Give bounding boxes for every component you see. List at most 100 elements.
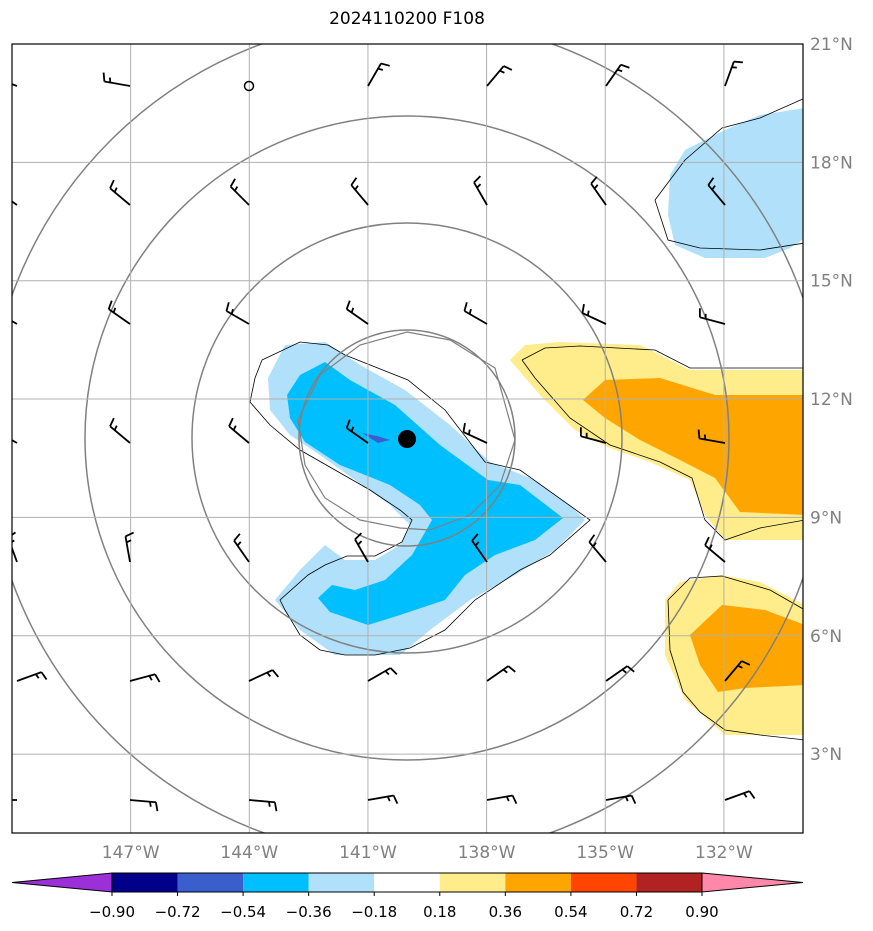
wind-barb — [463, 302, 488, 325]
wind-barb — [229, 178, 250, 206]
wind-barb — [367, 794, 399, 805]
colorbar-segment — [570, 873, 637, 892]
colorbar-segment — [243, 873, 309, 892]
colorbar-tick-label: −0.72 — [155, 903, 201, 921]
colorbar-tick-label: 0.36 — [489, 903, 522, 921]
contour-negative-outline — [249, 341, 591, 656]
wind-barb — [16, 671, 48, 682]
colorbar-tick-label: 0.72 — [620, 903, 653, 921]
wind-barb — [588, 534, 607, 563]
wind-barb — [605, 665, 635, 682]
colorbar-segment — [505, 873, 571, 892]
lat-tick-label: 21°N — [810, 35, 853, 55]
wind-barb — [579, 427, 607, 444]
calm-wind-circle — [243, 80, 255, 92]
wind-barb — [697, 429, 726, 444]
range-ring-middle — [191, 222, 623, 654]
wind-barb — [350, 177, 369, 206]
colorbar-segment — [636, 873, 702, 892]
wind-barb — [724, 60, 743, 87]
storm-center-marker — [398, 430, 416, 448]
wind-barb — [345, 300, 369, 325]
wind-barb — [581, 303, 607, 325]
colorbar-tick-label: 0.54 — [554, 903, 587, 921]
wind-barb — [109, 417, 131, 444]
colorbar-extend-min — [11, 872, 113, 893]
map-title: 2024110200 F108 — [329, 9, 485, 29]
negative-anomaly-medium — [287, 362, 563, 625]
thin-contours — [249, 98, 803, 741]
colorbar: −0.90 −0.72 −0.54 −0.36 −0.18 0.18 0.36 0.54 0.7… — [11, 872, 804, 921]
lon-tick-label: 141°W — [339, 843, 397, 863]
wind-barb — [704, 536, 726, 563]
contour-northeast-cyan — [654, 98, 803, 251]
map-area — [12, 44, 803, 833]
wind-barb — [486, 65, 513, 87]
colorbar-segment — [308, 873, 375, 892]
colorbar-frame — [111, 872, 703, 893]
wind-barb — [109, 179, 131, 206]
colorbar-tick-label: −0.90 — [89, 903, 135, 921]
colorbar-tick-label: −0.18 — [351, 903, 397, 921]
graticule — [12, 44, 803, 833]
lon-tick-label: 138°W — [458, 843, 516, 863]
colorbar-segment — [439, 873, 506, 892]
wind-barb — [228, 417, 250, 444]
map-frame — [11, 43, 804, 834]
lat-tick-label: 6°N — [810, 627, 842, 647]
wind-barb — [12, 799, 17, 801]
wind-barb — [462, 422, 488, 444]
contour-positive-east — [521, 345, 803, 541]
lon-tick-label: 144°W — [220, 843, 278, 863]
colorbar-segment — [112, 873, 178, 892]
wind-barb — [367, 62, 390, 87]
contour-positive-southeast — [667, 575, 803, 741]
colorbar-tick-label: 0.90 — [685, 903, 718, 921]
wind-barb — [102, 72, 131, 87]
wind-barb — [724, 790, 756, 801]
wind-barb — [248, 669, 280, 682]
lon-tick-label: 135°W — [576, 843, 634, 863]
wind-barb — [12, 200, 18, 206]
wind-barb — [486, 794, 518, 805]
wind-barb — [707, 177, 726, 206]
lat-tick-label: 3°N — [810, 745, 842, 765]
lat-tick-label: 18°N — [810, 153, 853, 173]
colorbar-tick-label: −0.36 — [286, 903, 332, 921]
range-ring-outer — [84, 115, 730, 761]
lat-tick-label: 15°N — [810, 272, 853, 292]
wind-barb — [12, 439, 18, 444]
colorbar-extend-max — [701, 872, 804, 893]
wind-barb — [248, 799, 278, 812]
lat-tick-label: 9°N — [810, 508, 842, 528]
wind-barb — [471, 533, 488, 563]
colorbar-tick-label: 0.18 — [423, 903, 456, 921]
wind-barb — [473, 175, 488, 206]
latitude-labels: 3°N 6°N 9°N 12°N 15°N 18°N 21°N — [810, 35, 853, 765]
positive-anomaly-orange-east — [583, 378, 803, 515]
inner-ring-distortion — [297, 331, 516, 531]
wind-barb — [367, 667, 398, 682]
colorbar-segment — [177, 873, 244, 892]
wind-barb — [605, 794, 637, 805]
wind-barb — [124, 531, 135, 563]
wind-barb — [605, 63, 630, 87]
lat-tick-label: 12°N — [810, 390, 853, 410]
colorbar-tick-label: −0.54 — [220, 903, 266, 921]
wind-barb — [12, 320, 18, 325]
wind-barb — [129, 799, 159, 812]
wind-barb — [698, 308, 726, 325]
longitude-labels: 147°W 144°W 141°W 138°W 135°W 132°W — [102, 843, 753, 863]
wind-barb — [724, 660, 751, 682]
wind-barb — [129, 673, 161, 683]
wind-barb — [225, 302, 250, 325]
colorbar-segment — [374, 873, 440, 892]
wind-barb — [107, 300, 131, 325]
lon-tick-label: 147°W — [102, 843, 160, 863]
wind-barb — [233, 533, 250, 563]
wind-barb — [590, 176, 607, 206]
wind-barb — [354, 532, 369, 563]
negative-anomaly-dark — [362, 433, 390, 443]
shaded-positive-anomaly — [510, 342, 803, 735]
